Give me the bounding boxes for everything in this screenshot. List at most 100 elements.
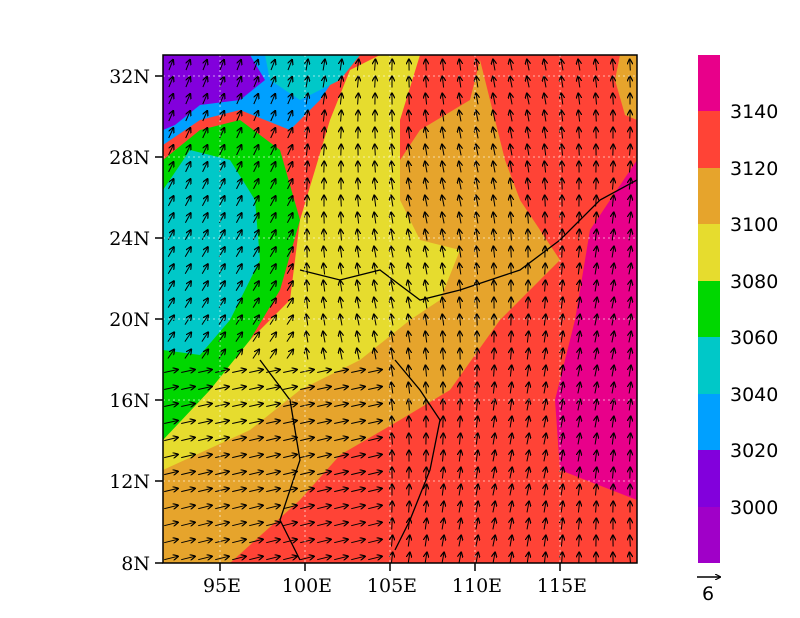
wind-arrow xyxy=(283,437,297,440)
wind-arrow xyxy=(232,522,246,525)
wind-arrow xyxy=(270,162,276,173)
wind-arrow xyxy=(442,196,444,207)
wind-arrow xyxy=(528,315,529,326)
wind-arrow xyxy=(476,502,478,513)
wind-arrow xyxy=(323,111,324,122)
wind-arrow xyxy=(181,437,195,440)
wind-arrow xyxy=(334,437,348,440)
wind-arrow xyxy=(164,437,178,440)
wind-arrow xyxy=(198,404,212,407)
wind-arrow xyxy=(249,522,263,525)
wind-arrow xyxy=(544,468,546,479)
wind-arrow xyxy=(459,536,461,547)
wind-arrow xyxy=(169,60,173,71)
wind-arrow xyxy=(235,281,242,291)
wind-arrow xyxy=(459,94,461,105)
wind-arrow xyxy=(232,471,246,474)
wind-arrow xyxy=(544,536,546,547)
wind-arrow xyxy=(283,454,297,457)
wind-arrow xyxy=(425,179,427,190)
wind-arrow xyxy=(351,556,365,559)
wind-arrow xyxy=(317,471,331,474)
wind-arrow xyxy=(562,264,563,275)
wind-arrow xyxy=(459,128,461,139)
wind-arrow xyxy=(219,111,224,122)
wind-arrow xyxy=(232,488,246,491)
wind-arrow xyxy=(375,145,376,156)
wind-arrow xyxy=(511,230,512,241)
wind-arrow xyxy=(511,247,512,258)
wind-arrow xyxy=(561,366,563,377)
wind-arrow xyxy=(493,451,495,462)
wind-arrow xyxy=(232,556,246,559)
wind-arrow xyxy=(442,128,444,139)
wind-arrow xyxy=(300,488,314,491)
wind-arrow xyxy=(527,179,528,190)
wind-arrow xyxy=(527,536,529,547)
wind-arrow xyxy=(235,298,242,308)
wind-arrow xyxy=(493,383,494,394)
wind-arrow xyxy=(235,196,241,207)
wind-arrow xyxy=(562,247,563,258)
wind-arrow xyxy=(409,502,410,513)
wind-arrow xyxy=(249,539,263,542)
wind-arrow xyxy=(184,196,190,207)
wind-arrow xyxy=(307,162,308,173)
wind-arrow xyxy=(323,332,325,343)
wind-arrow xyxy=(201,350,208,359)
wind-arrow xyxy=(220,60,224,71)
wind-arrow xyxy=(181,404,195,407)
wind-arrow xyxy=(235,213,241,224)
wind-arrow xyxy=(578,94,579,105)
wind-arrow xyxy=(476,77,478,88)
wind-arrow xyxy=(493,94,495,105)
wind-arrow xyxy=(334,387,348,390)
wind-arrow xyxy=(476,111,478,122)
wind-arrow xyxy=(493,536,495,547)
wind-arrow xyxy=(341,111,342,122)
wind-arrow xyxy=(269,247,276,258)
wind-arrow xyxy=(408,298,410,309)
wind-arrow xyxy=(269,264,276,274)
wind-arrow xyxy=(544,332,546,343)
wind-arrow xyxy=(306,145,307,156)
wind-arrow xyxy=(408,383,409,394)
wind-arrow xyxy=(184,213,190,224)
wind-arrow xyxy=(459,179,461,190)
wind-arrow xyxy=(266,505,280,508)
wind-arrow xyxy=(235,315,242,325)
wind-arrow xyxy=(198,437,212,440)
wind-arrow xyxy=(544,502,546,513)
wind-arrow xyxy=(215,370,229,373)
wind-arrow xyxy=(374,247,376,258)
wind-arrow xyxy=(408,281,410,292)
wind-arrow xyxy=(283,522,297,525)
wind-arrow xyxy=(442,94,443,105)
wind-arrow xyxy=(561,502,563,513)
wind-arrow xyxy=(392,111,393,122)
wind-arrow xyxy=(391,349,393,360)
wind-arrow xyxy=(357,349,359,360)
wind-arrow xyxy=(169,77,173,88)
wind-arrow xyxy=(561,400,563,411)
wind-arrow xyxy=(184,281,191,291)
wind-arrow xyxy=(232,421,246,424)
wind-arrow xyxy=(493,60,495,71)
wind-arrow xyxy=(202,94,207,105)
wind-arrow xyxy=(218,264,225,274)
wind-arrow xyxy=(340,332,342,343)
wind-arrow xyxy=(391,179,393,190)
wind-arrow xyxy=(300,421,314,424)
wind-arrow xyxy=(477,298,478,309)
wind-arrow xyxy=(181,488,195,491)
wind-arrow xyxy=(340,60,342,71)
wind-arrow xyxy=(253,145,259,156)
wind-arrow xyxy=(425,213,427,224)
colorbar-label-3100: 3100 xyxy=(730,214,778,236)
wind-arrow xyxy=(375,60,376,71)
wind-arrow xyxy=(595,349,597,360)
wind-arrow xyxy=(612,383,614,394)
wind-arrow xyxy=(288,60,292,71)
wind-arrow xyxy=(459,213,461,224)
